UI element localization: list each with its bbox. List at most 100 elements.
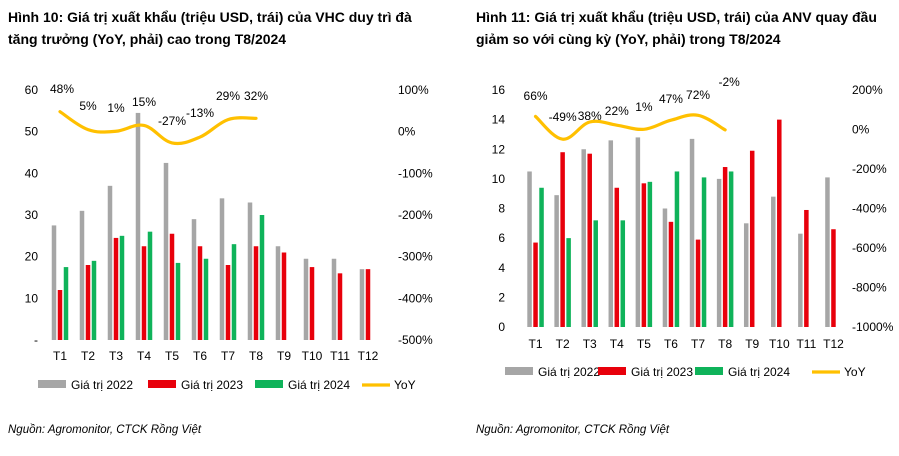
x-axis-tick-label: T10 xyxy=(769,337,790,351)
bar-giá-trị-2024 xyxy=(728,171,734,327)
bar-giá-trị-2023 xyxy=(533,242,538,327)
right-axis-tick-label: 100% xyxy=(398,83,429,97)
x-axis-tick-label: T11 xyxy=(330,349,350,363)
bar-giá-trị-2023 xyxy=(309,267,315,340)
bar-giá-trị-2024 xyxy=(119,235,125,340)
x-axis-tick-label: T5 xyxy=(165,349,179,363)
right-axis-tick-label: 0% xyxy=(398,125,416,139)
bar-giá-trị-2023 xyxy=(337,273,343,340)
right-axis-tick-label: 0% xyxy=(852,123,870,137)
legend-label: Giá trị 2024 xyxy=(288,378,350,392)
x-axis-tick-label: T6 xyxy=(664,337,678,351)
left-axis-tick-label: 20 xyxy=(25,250,39,264)
bar-giá-trị-2023 xyxy=(668,221,674,327)
bar-giá-trị-2022 xyxy=(825,177,830,327)
yoy-data-label: -2% xyxy=(718,75,740,89)
bar-giá-trị-2024 xyxy=(231,244,237,340)
bar-giá-trị-2024 xyxy=(566,238,571,327)
yoy-data-label: 15% xyxy=(132,95,156,109)
legend-label: YoY xyxy=(394,378,416,392)
yoy-data-label: 47% xyxy=(659,92,683,106)
legend-label: Giá trị 2023 xyxy=(181,378,243,392)
bar-giá-trị-2022 xyxy=(303,258,309,340)
x-axis-tick-label: T5 xyxy=(637,337,651,351)
left-axis-tick-label: 50 xyxy=(25,125,39,139)
left-axis-tick-label: 6 xyxy=(498,231,505,245)
bar-giá-trị-2024 xyxy=(674,171,680,327)
right-axis-tick-label: -600% xyxy=(852,241,887,255)
yoy-data-label: 22% xyxy=(605,104,629,118)
bar-giá-trị-2024 xyxy=(91,260,97,340)
bar-giá-trị-2022 xyxy=(247,202,253,340)
left-axis-tick-label: 30 xyxy=(25,208,39,222)
yoy-data-label: 1% xyxy=(635,100,653,114)
right-axis-tick-label: -400% xyxy=(398,291,433,305)
x-axis-tick-label: T7 xyxy=(221,349,235,363)
bar-giá-trị-2022 xyxy=(716,178,722,327)
right-axis-tick-label: -500% xyxy=(398,333,433,347)
bar-giá-trị-2023 xyxy=(641,183,647,327)
x-axis-tick-label: T12 xyxy=(823,337,844,351)
left-axis-tick-label: 60 xyxy=(25,83,39,97)
bar-giá-trị-2023 xyxy=(253,246,259,340)
left-axis-tick-label: - xyxy=(34,333,38,347)
yoy-data-label: 5% xyxy=(79,99,97,113)
bar-giá-trị-2022 xyxy=(554,195,559,327)
right-axis-tick-label: -200% xyxy=(852,162,887,176)
bar-giá-trị-2022 xyxy=(798,233,803,327)
left-axis-tick-label: 40 xyxy=(25,166,39,180)
x-axis-tick-label: T10 xyxy=(302,349,323,363)
bar-giá-trị-2023 xyxy=(141,246,147,340)
x-axis-tick-label: T8 xyxy=(249,349,263,363)
chart-title: Hình 10: Giá trị xuất khẩu (triệu USD, t… xyxy=(8,9,412,47)
yoy-line xyxy=(58,110,258,146)
bar-giá-trị-2024 xyxy=(203,258,209,340)
left-axis-tick-label: 2 xyxy=(498,290,505,304)
left-axis-tick-label: 10 xyxy=(25,291,39,305)
bar-giá-trị-2023 xyxy=(365,269,371,340)
legend-label: YoY xyxy=(844,365,866,379)
bar-giá-trị-2022 xyxy=(635,137,641,327)
bar-giá-trị-2023 xyxy=(695,239,701,327)
chart-vhc: - 10 20 30 40 50 60 -500% -400% -300% -200% -100% 0%… xyxy=(25,82,433,392)
x-axis-tick-label: T11 xyxy=(796,337,816,351)
bar-giá-trị-2023 xyxy=(113,237,119,340)
x-axis-tick-label: T7 xyxy=(691,337,705,351)
left-axis-tick-label: 14 xyxy=(492,113,506,127)
x-axis-tick-label: T4 xyxy=(137,349,151,363)
chart-source: Nguồn: Agromonitor, CTCK Rồng Việt xyxy=(8,424,202,436)
right-axis-tick-label: 200% xyxy=(852,83,883,97)
bar-giá-trị-2024 xyxy=(175,262,181,340)
bar-giá-trị-2023 xyxy=(281,252,287,340)
chart-anv: 0 2 4 6 8 10 12 14 16 -1000% -800% -600% -400% -200% 0… xyxy=(492,75,894,379)
bar-giá-trị-2024 xyxy=(259,215,265,340)
yoy-data-label: -27% xyxy=(158,114,186,128)
bar-giá-trị-2022 xyxy=(527,171,532,327)
left-axis-tick-label: 0 xyxy=(498,320,505,334)
bar-giá-trị-2023 xyxy=(560,152,565,327)
bar-giá-trị-2022 xyxy=(771,196,776,327)
yoy-data-label: -13% xyxy=(186,106,214,120)
bar-giá-trị-2022 xyxy=(608,140,614,327)
x-axis-tick-label: T4 xyxy=(610,337,624,351)
bar-giá-trị-2022 xyxy=(163,162,169,340)
bar-giá-trị-2022 xyxy=(135,112,141,341)
x-axis-tick-label: T8 xyxy=(718,337,732,351)
legend-swatch xyxy=(695,367,723,375)
yoy-data-label: 66% xyxy=(524,89,548,103)
x-axis-tick-label: T3 xyxy=(109,349,123,363)
bar-giá-trị-2022 xyxy=(581,149,586,327)
legend-swatch xyxy=(148,380,176,388)
legend-label: Giá trị 2022 xyxy=(71,378,133,392)
bar-giá-trị-2023 xyxy=(587,153,592,327)
right-axis-tick-label: -1000% xyxy=(852,320,894,334)
bar-giá-trị-2024 xyxy=(539,187,544,327)
bar-giá-trị-2023 xyxy=(722,167,728,327)
chart-panel-anv: Hình 11: Giá trị xuất khẩu (triệu USD, t… xyxy=(472,0,899,456)
left-axis-tick-label: 12 xyxy=(492,142,506,156)
bar-giá-trị-2024 xyxy=(701,177,707,327)
bar-giá-trị-2022 xyxy=(689,138,695,327)
yoy-data-label: 29% xyxy=(216,89,240,103)
bar-giá-trị-2023 xyxy=(85,265,91,340)
bar-giá-trị-2022 xyxy=(107,185,113,340)
